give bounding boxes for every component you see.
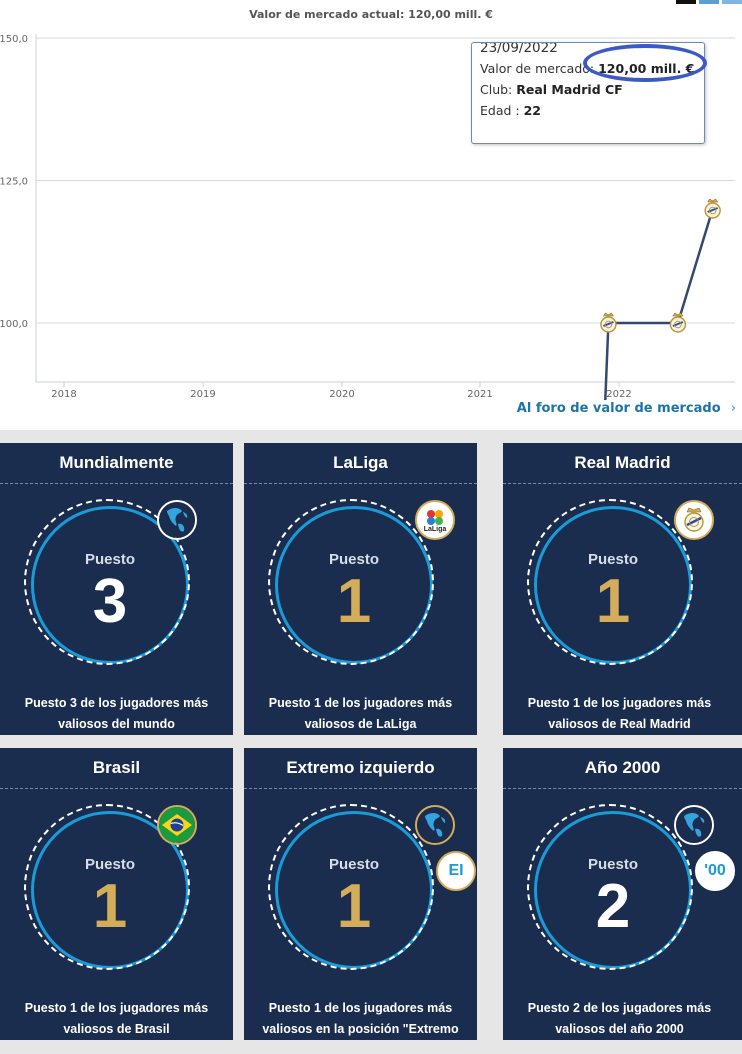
rank-ring-dashed	[268, 804, 434, 970]
globe-icon	[417, 807, 453, 843]
rank-ring-dashed	[24, 499, 190, 665]
laliga-logo-text: LaLiga	[423, 526, 447, 533]
ranking-card[interactable]: Real Madrid Puesto 1 Puesto 1 de los jugado…	[503, 443, 742, 735]
tooltip-value-label: Valor de mercado:	[480, 61, 599, 76]
globe-icon	[159, 502, 195, 538]
rank-label: Puesto	[587, 551, 638, 568]
badge-globe	[157, 500, 197, 540]
rank-number: 2	[595, 872, 631, 941]
badge-year: '00	[695, 851, 735, 891]
market-value-forum-link[interactable]: Al foro de valor de mercado ›	[517, 401, 736, 416]
rank-description: Puesto 1 de los jugadores más valiosos d…	[24, 1001, 209, 1036]
card-title: Año 2000	[503, 748, 742, 789]
x-tick-label: 2019	[190, 389, 215, 400]
badge-globe	[674, 805, 714, 845]
rank-number: 1	[595, 567, 631, 636]
badge-globe	[415, 805, 455, 845]
card-title: LaLiga	[244, 443, 477, 484]
real-madrid-crest-icon	[676, 502, 712, 538]
rank-ring-dashed	[24, 804, 190, 970]
share-icon[interactable]	[699, 0, 719, 4]
ranking-card[interactable]: LaLiga Puesto 1 LaLiga Puesto 1 de los jugad…	[244, 443, 477, 735]
rank-label: Puesto	[587, 856, 638, 873]
share-icon[interactable]	[676, 0, 696, 4]
x-tick-label: 2021	[467, 389, 492, 400]
tooltip-club-row: Club: Real Madrid CF	[480, 79, 704, 100]
highlight-annotation-ring	[583, 44, 707, 82]
rank-ring-dashed	[527, 499, 693, 665]
chevron-right-icon: ›	[730, 401, 736, 416]
ranking-card[interactable]: Extremo izquierdo Puesto 1 EI Puesto 1 de lo…	[244, 748, 477, 1040]
real-madrid-crest-marker[interactable]	[600, 312, 617, 333]
forum-link-label: Al foro de valor de mercado	[516, 401, 721, 416]
chart-title: Valor de mercado actual: 120,00 mill. €	[249, 8, 493, 21]
rank-number: 3	[92, 567, 128, 636]
rank-number: 1	[92, 872, 128, 941]
ranking-card[interactable]: Brasil Puesto 1 Puesto 1 de los jugadores m…	[0, 748, 233, 1040]
rank-ring-dashed	[527, 804, 693, 970]
laliga-logo-icon	[417, 502, 453, 538]
x-tick-label: 2022	[606, 389, 631, 400]
tooltip-club-label: Club:	[480, 82, 517, 97]
rank-description: Puesto 3 de los jugadores más valiosos d…	[24, 696, 209, 731]
market-value-line-chart: 150,0125,0100,075,050,025,02018201920202…	[0, 34, 735, 400]
y-tick-label: 150,0	[0, 34, 28, 45]
tooltip-age-row: Edad : 22	[480, 100, 704, 121]
card-title: Brasil	[0, 748, 233, 789]
card-title: Extremo izquierdo	[244, 748, 477, 789]
real-madrid-crest-marker[interactable]	[704, 198, 721, 219]
rank-description: Puesto 2 de los jugadores más valiosos d…	[527, 1001, 712, 1036]
tooltip-club: Real Madrid CF	[516, 82, 623, 97]
ranking-card[interactable]: Año 2000 Puesto 2 '00 Puesto 2 de los jugado…	[503, 748, 742, 1040]
badge-position: EI	[436, 851, 476, 891]
share-icon[interactable]	[722, 0, 742, 4]
globe-icon	[676, 807, 712, 843]
corner-share-icons	[673, 0, 742, 19]
badge-laliga: LaLiga	[415, 500, 455, 540]
badge-brazil	[157, 805, 197, 845]
tooltip-age: 22	[523, 103, 541, 118]
y-tick-label: 125,0	[0, 177, 28, 188]
rank-description: Puesto 1 de los jugadores más valiosos d…	[268, 696, 453, 731]
rank-number: 1	[336, 872, 372, 941]
rank-description: Puesto 1 de los jugadores más valiosos e…	[262, 1001, 459, 1036]
card-title: Mundialmente	[0, 443, 233, 484]
brazil-flag-icon	[159, 807, 195, 843]
rank-label: Puesto	[84, 856, 135, 873]
market-value-line	[604, 208, 714, 400]
x-tick-label: 2018	[51, 389, 76, 400]
rank-number: 1	[336, 567, 372, 636]
tooltip-date: 23/09/2022	[480, 43, 558, 56]
x-tick-label: 2020	[329, 389, 354, 400]
tooltip-age-label: Edad :	[480, 103, 524, 118]
rank-label: Puesto	[84, 551, 135, 568]
card-title: Real Madrid	[503, 443, 742, 484]
badge-real-madrid	[674, 500, 714, 540]
ranking-card[interactable]: Mundialmente Puesto 3 Puesto 3 de los jugad…	[0, 443, 233, 735]
rank-label: Puesto	[328, 551, 379, 568]
y-tick-label: 100,0	[0, 319, 28, 330]
rank-label: Puesto	[328, 856, 379, 873]
rank-description: Puesto 1 de los jugadores más valiosos d…	[527, 696, 712, 731]
rank-ring-dashed	[268, 499, 434, 665]
real-madrid-crest-marker[interactable]	[669, 312, 687, 333]
market-value-chart-panel: 150,0125,0100,075,050,025,02018201920202…	[0, 0, 742, 430]
